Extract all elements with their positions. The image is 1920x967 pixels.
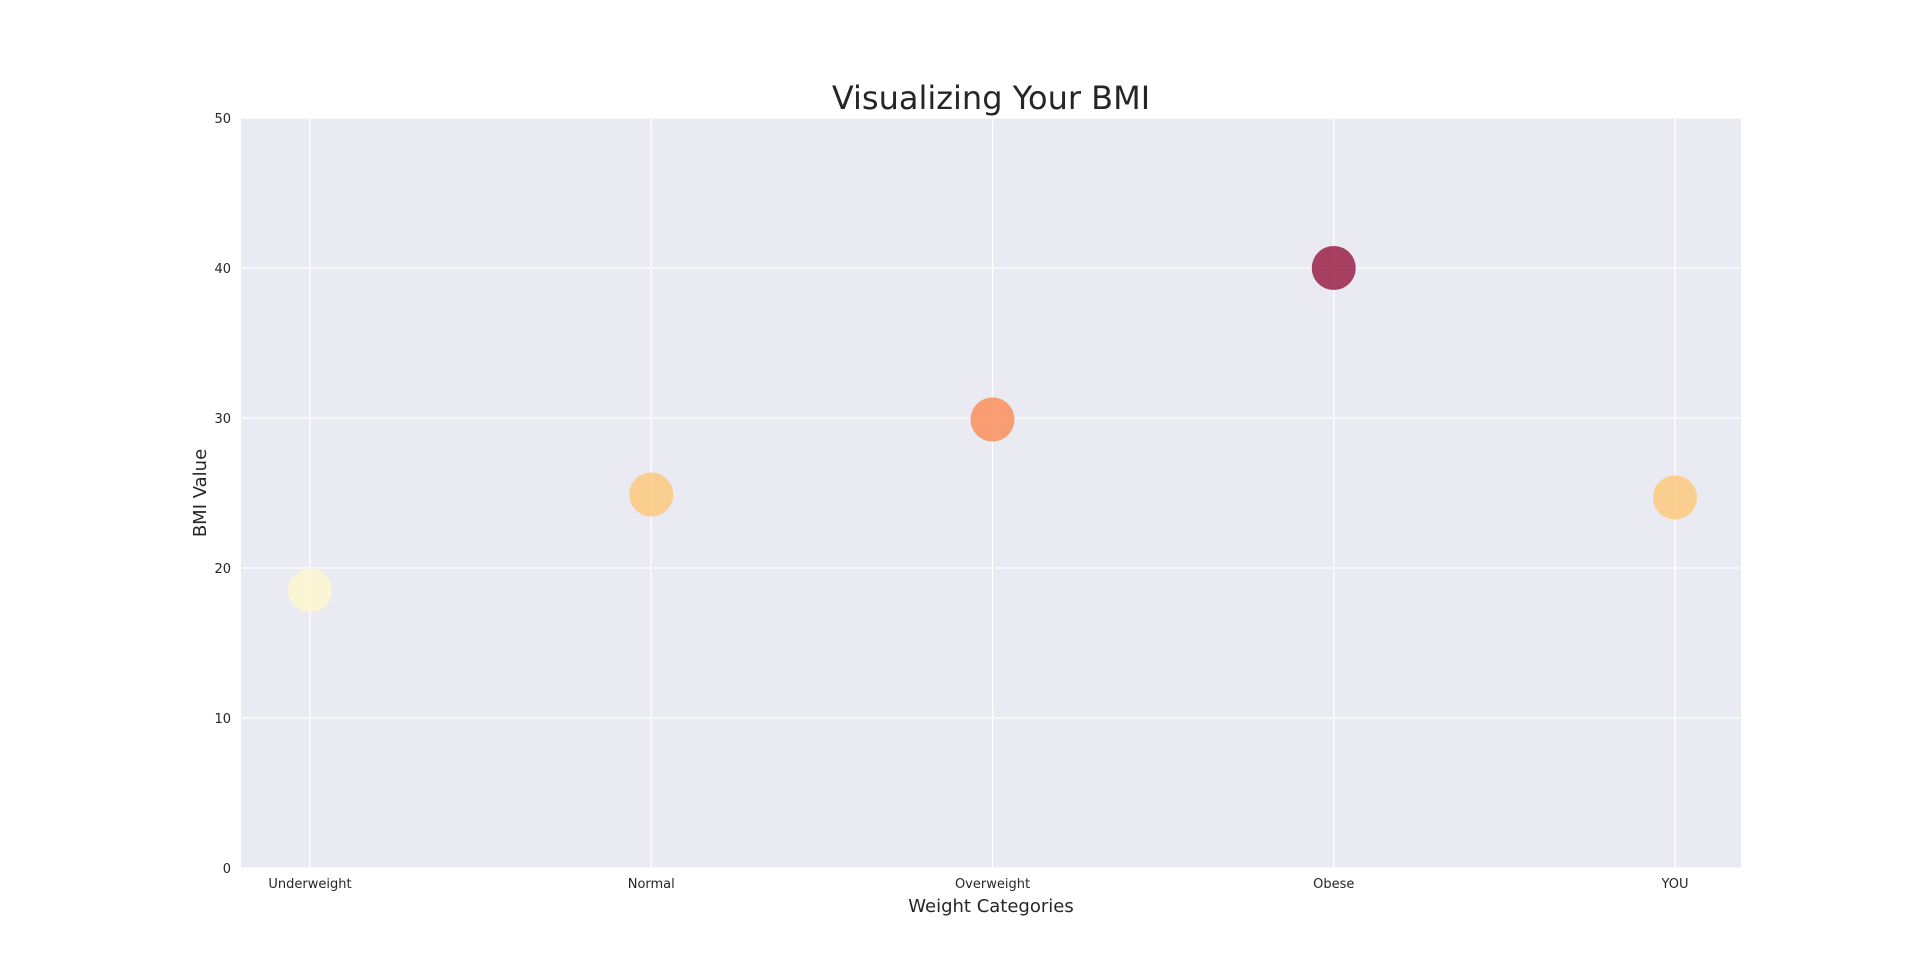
x-tick-label: Normal	[628, 877, 675, 892]
y-tick-label: 10	[214, 712, 231, 727]
data-point	[288, 568, 332, 613]
y-tick-label: 30	[214, 412, 231, 427]
x-tick-label: Underweight	[268, 877, 351, 892]
plot-area	[241, 118, 1741, 868]
y-tick-label: 20	[214, 562, 231, 577]
x-tick-label: YOU	[1661, 877, 1689, 892]
x-axis-label: Weight Categories	[908, 896, 1073, 917]
x-tick-label: Overweight	[955, 877, 1030, 892]
data-point	[1653, 475, 1697, 520]
data-point	[1311, 246, 1356, 290]
y-axis-label: BMI Value	[190, 449, 211, 537]
x-tick-labels: Underweight Normal Overweight Obese YOU	[268, 877, 1688, 892]
grid-lines	[241, 117, 1741, 869]
chart-title: Visualizing Your BMI	[832, 79, 1150, 117]
data-points	[288, 246, 1697, 613]
data-point	[970, 397, 1015, 442]
x-tick-label: Obese	[1313, 877, 1354, 892]
data-point	[629, 472, 674, 517]
y-tick-label: 50	[214, 112, 231, 127]
y-tick-label: 0	[223, 862, 231, 877]
y-tick-labels: 0 10 20 30 40 50	[214, 112, 231, 877]
y-tick-label: 40	[214, 262, 231, 277]
